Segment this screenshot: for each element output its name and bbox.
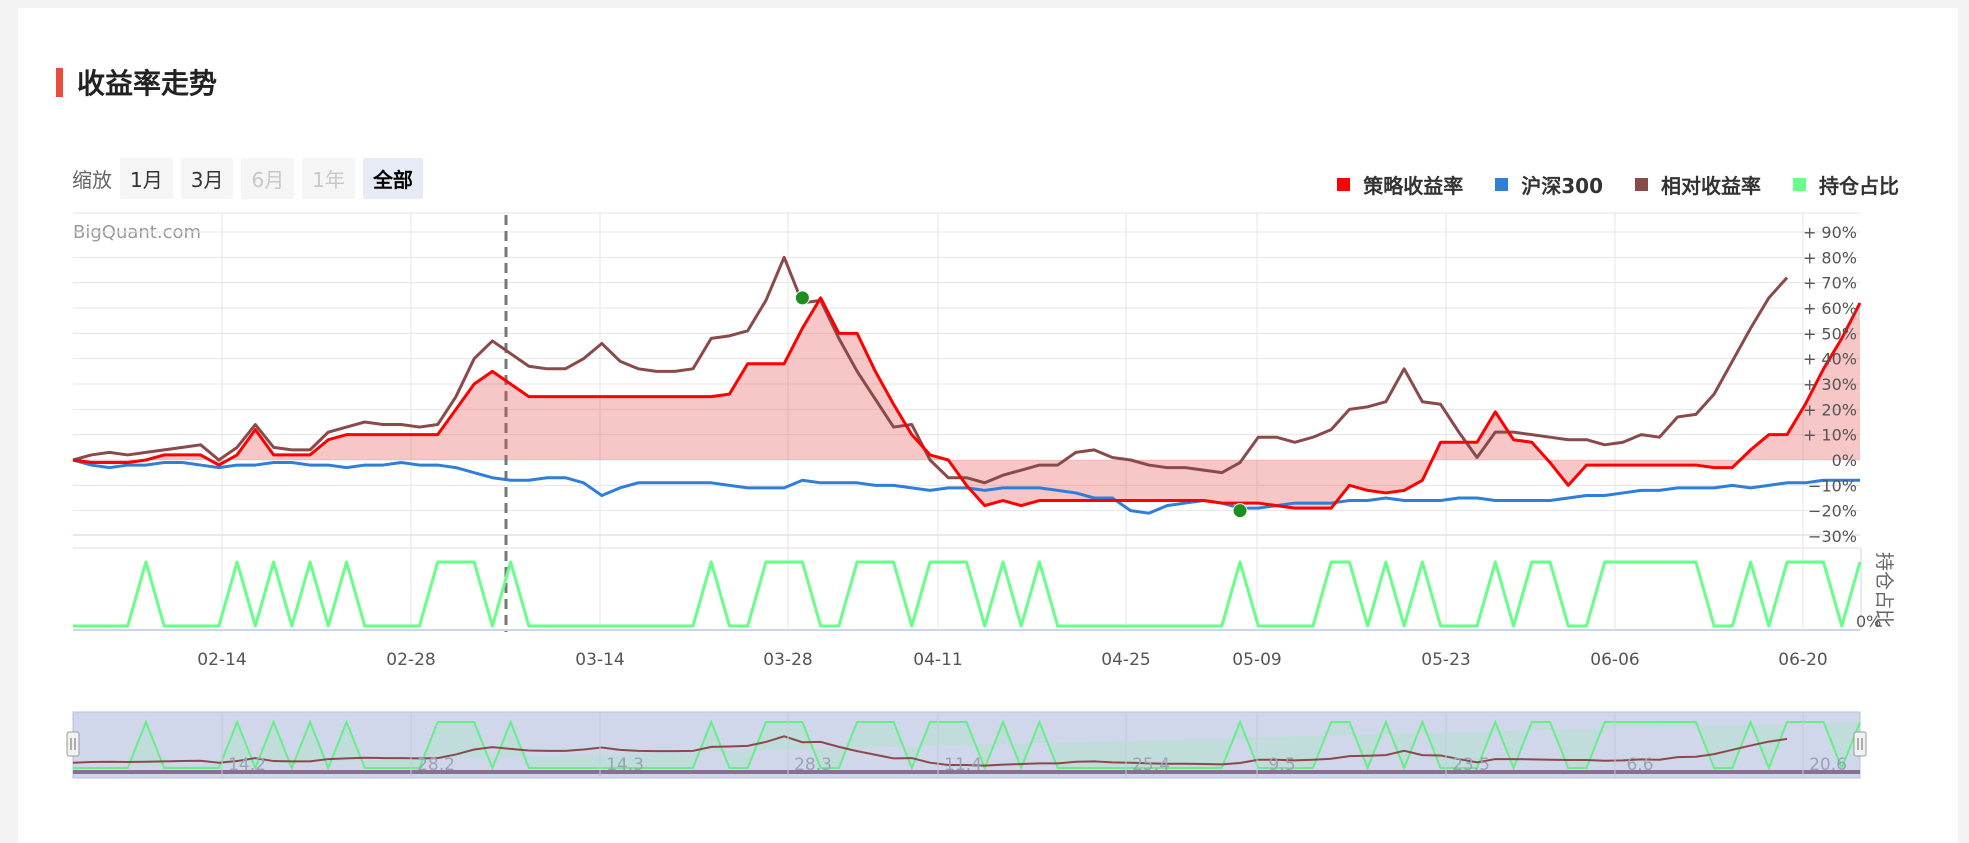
legend-item-position[interactable]: 持仓占比 <box>1793 170 1899 199</box>
chart-markers <box>794 290 1248 519</box>
series-line-0 <box>72 296 1862 510</box>
x-tick-label: 06-20 <box>1778 650 1827 670</box>
chart-series <box>72 255 1862 628</box>
legend-label: 持仓占比 <box>1819 174 1899 198</box>
navigator-tick-label: 6.6 <box>1626 755 1653 775</box>
title-accent-bar <box>56 67 63 97</box>
y-tick-label: + 10% <box>1803 426 1857 445</box>
y-tick-label: + 80% <box>1803 248 1857 267</box>
navigator-tick-label: 9.5 <box>1268 755 1295 775</box>
y-tick-label: + 20% <box>1803 400 1857 419</box>
x-tick-label: 02-28 <box>386 650 435 670</box>
x-tick-label: 05-09 <box>1232 650 1281 670</box>
zoom-6m-button[interactable]: 6月 <box>241 158 295 199</box>
navigator-tick-label: 20.6 <box>1809 755 1847 775</box>
legend-item-hs300[interactable]: 沪深300 <box>1495 170 1603 199</box>
y-tick-label: + 70% <box>1803 274 1857 293</box>
position-zero-label: 0% <box>1856 612 1881 631</box>
navigator-left-handle[interactable] <box>66 731 80 757</box>
zoom-label: 缩放 <box>72 168 112 192</box>
zoom-1y-button[interactable]: 1年 <box>302 158 355 199</box>
y-tick-label: + 40% <box>1803 350 1857 369</box>
legend-label: 策略收益率 <box>1363 174 1464 198</box>
marker-point <box>794 290 810 306</box>
x-tick-label: 03-28 <box>763 650 812 670</box>
position-line <box>73 560 1862 628</box>
chart-areas <box>73 297 1860 509</box>
series-line-1 <box>72 458 1860 515</box>
y-tick-label: −30% <box>1808 527 1857 546</box>
legend-item-strategy[interactable]: 策略收益率 <box>1337 170 1463 199</box>
x-axis-labels: 02-14 02-28 03-14 03-28 04-11 04-25 05-09 05-23… <box>197 650 1827 670</box>
y-tick-label: 0% <box>1832 451 1857 470</box>
handle-grip <box>1853 731 1867 757</box>
navigator-tick-label: 14.3 <box>606 755 644 775</box>
legend-swatch <box>1337 178 1351 191</box>
navigator-tick-label: 14.2 <box>228 755 266 775</box>
zoom-selector: 缩放 1月 3月 6月 1年 全部 <box>72 158 431 199</box>
zoom-3m-button[interactable]: 3月 <box>180 158 234 199</box>
y-tick-label: −10% <box>1808 476 1857 495</box>
legend-swatch <box>1495 178 1509 191</box>
navigator-position-line <box>73 719 1861 771</box>
navigator-tick-label: 28.2 <box>417 755 455 775</box>
strategy-area <box>73 297 1860 509</box>
x-tick-label: 06-06 <box>1590 650 1639 670</box>
navigator-tick-label: 11.4 <box>944 755 982 775</box>
marker-point <box>1232 503 1248 519</box>
page-title: 收益率走势 <box>77 67 218 100</box>
legend-swatch <box>1635 178 1648 191</box>
navigator[interactable]: 14.2 28.2 14.3 28.3 11.4 25.4 9.5 23.5 6.6 20.6 <box>66 711 1867 779</box>
chart-legend: 策略收益率 沪深300 相对收益率 持仓占比 <box>1305 170 1899 199</box>
navigator-tick-label: 25.4 <box>1132 755 1170 775</box>
y-tick-label: + 60% <box>1803 299 1857 318</box>
x-tick-label: 03-14 <box>575 650 624 670</box>
x-tick-label: 02-14 <box>197 650 246 670</box>
zoom-all-button[interactable]: 全部 <box>362 158 423 199</box>
chart-card <box>18 8 1958 843</box>
legend-swatch <box>1793 178 1806 191</box>
y-tick-label: + 30% <box>1803 375 1857 394</box>
legend-item-relative[interactable]: 相对收益率 <box>1635 170 1761 199</box>
series-line-2 <box>72 255 1789 485</box>
legend-label: 相对收益率 <box>1661 174 1761 198</box>
y-tick-label: −20% <box>1808 502 1857 521</box>
navigator-tick-label: 23.5 <box>1452 755 1490 775</box>
position-axis-title: 持仓占比 <box>1873 552 1895 628</box>
y-tick-label: + 90% <box>1803 223 1857 242</box>
handle-grip <box>66 731 80 757</box>
navigator-tick-label: 28.3 <box>794 755 832 775</box>
navigator-relative-line <box>72 735 1788 767</box>
legend-label: 沪深300 <box>1521 174 1603 198</box>
section-header: 收益率走势 <box>56 62 217 102</box>
navigator-right-handle[interactable] <box>1853 731 1867 757</box>
x-tick-label: 04-25 <box>1101 650 1150 670</box>
zoom-1m-button[interactable]: 1月 <box>120 158 173 199</box>
y-axis-labels: + 90% + 80% + 70% + 60% + 50% + 40% + 30% + 20%… <box>1803 223 1857 546</box>
y-tick-label: + 50% <box>1803 324 1857 343</box>
x-tick-label: 04-11 <box>913 650 962 670</box>
x-tick-label: 05-23 <box>1421 650 1470 670</box>
